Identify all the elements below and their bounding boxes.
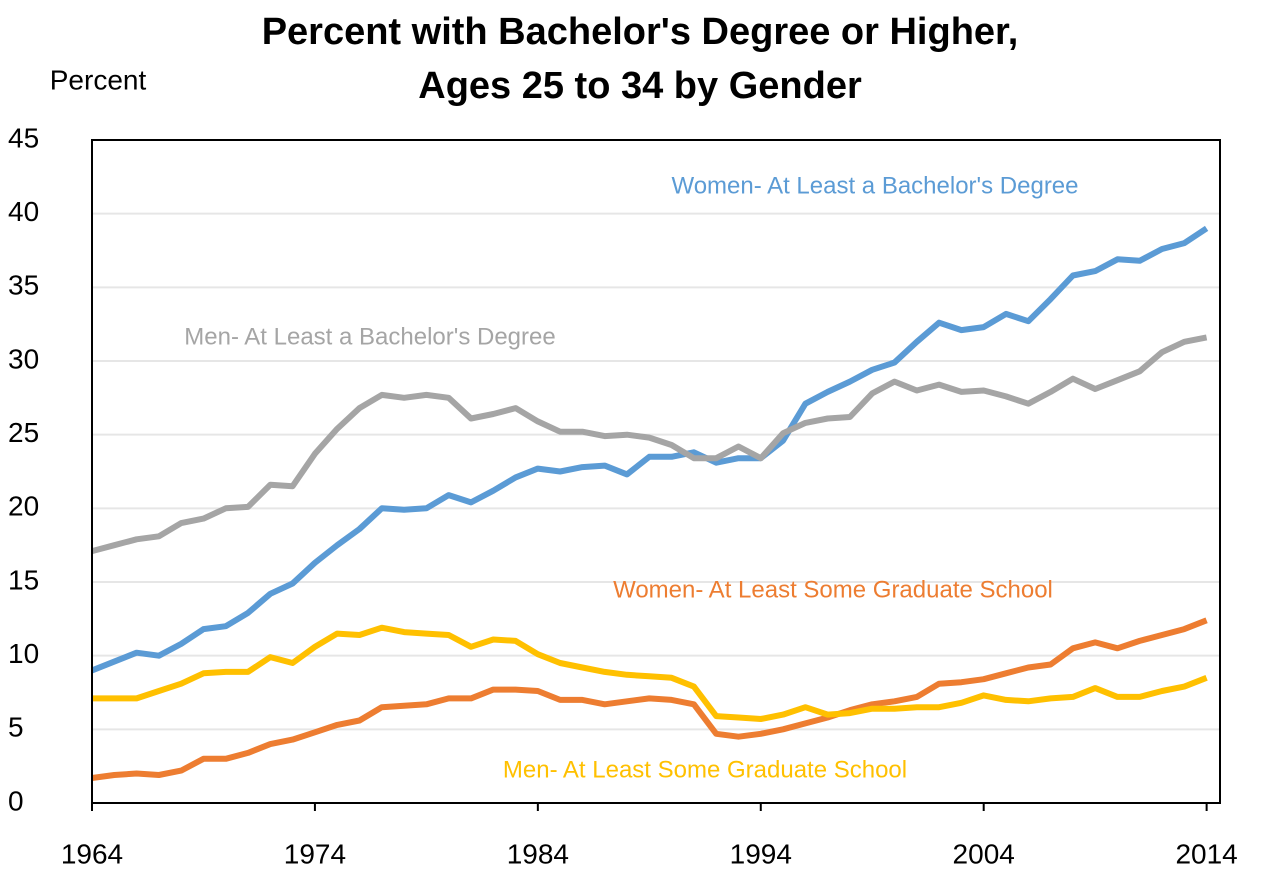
x-tick-label: 2014 xyxy=(1175,838,1237,869)
chart-title: Ages 25 to 34 by Gender xyxy=(418,65,862,107)
series-label: Women- At Least Some Graduate School xyxy=(613,576,1053,603)
x-tick-label: 1984 xyxy=(507,838,569,869)
series-label: Men- At Least a Bachelor's Degree xyxy=(184,323,555,350)
data-line xyxy=(91,617,1208,781)
series-label: Women- At Least a Bachelor's Degree xyxy=(671,172,1078,199)
y-tick-label: 40 xyxy=(8,196,39,227)
x-tick-label: 1974 xyxy=(284,838,346,869)
y-tick-label: 25 xyxy=(8,417,39,448)
plot-frame xyxy=(91,139,1221,804)
series-label: Men- At Least Some Graduate School xyxy=(503,756,907,783)
y-axis-label: Percent xyxy=(50,64,147,95)
x-tick-label: 1964 xyxy=(61,838,123,869)
y-tick-label: 0 xyxy=(8,785,24,816)
y-tick-label: 5 xyxy=(8,712,24,743)
data-line xyxy=(91,334,1208,555)
y-tick-label: 20 xyxy=(8,491,39,522)
x-tick-label: 2004 xyxy=(953,838,1015,869)
y-tick-label: 10 xyxy=(8,638,39,669)
y-tick-label: 30 xyxy=(8,343,39,374)
y-tick-label: 35 xyxy=(8,270,39,301)
data-line xyxy=(92,624,1208,722)
chart-title: Percent with Bachelor's Degree or Higher… xyxy=(262,11,1019,53)
y-tick-label: 15 xyxy=(8,564,39,595)
y-tick-label: 45 xyxy=(8,122,39,153)
data-line xyxy=(90,225,1209,674)
x-tick-label: 1994 xyxy=(730,838,792,869)
